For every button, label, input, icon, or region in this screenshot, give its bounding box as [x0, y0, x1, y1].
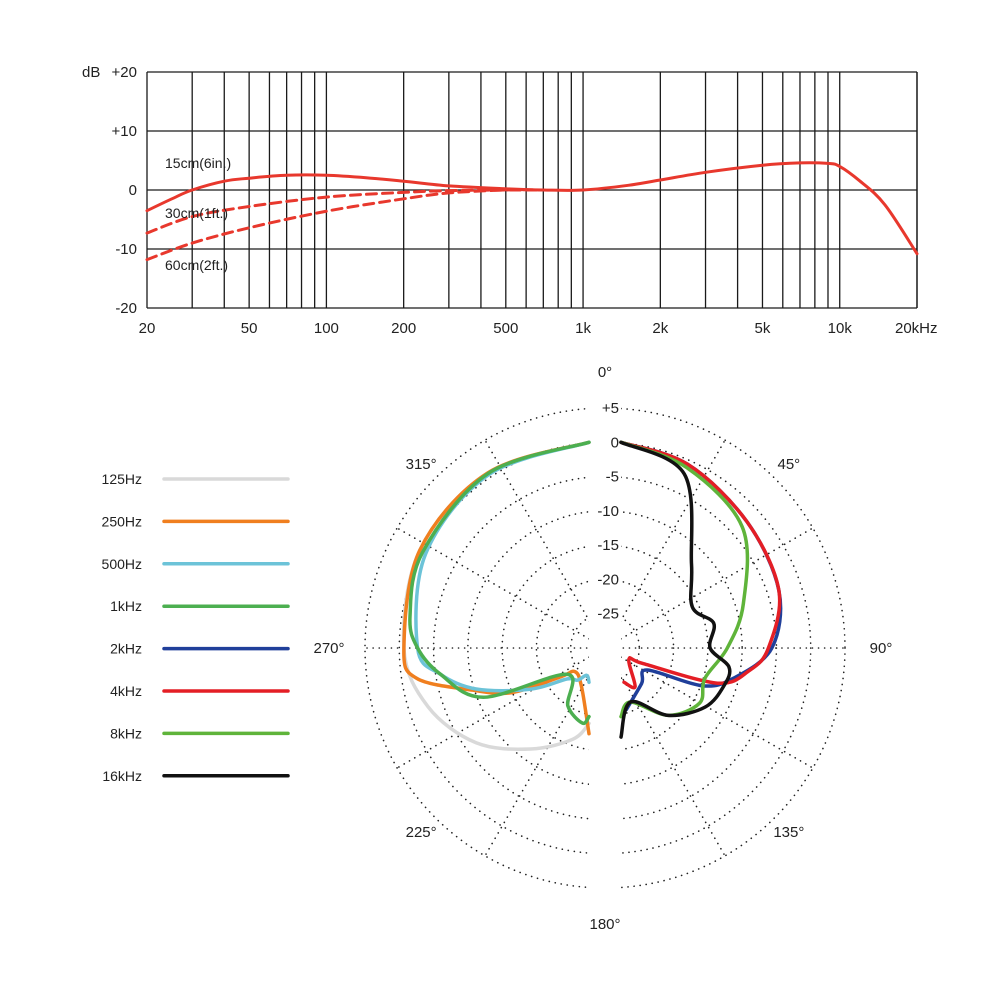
- response-curve-60cm(2ft.): [145, 188, 545, 262]
- angle-label: 90°: [870, 640, 893, 657]
- polar-ring: [569, 612, 641, 684]
- ring-level-label: -10: [597, 503, 619, 520]
- angle-label: 225°: [406, 824, 437, 841]
- ring-level-label: -15: [597, 537, 619, 554]
- series-label: 60cm(2ft.): [165, 257, 228, 273]
- polar-spoke: [604, 647, 726, 857]
- polar-pattern-chart: +5 0 -5 -10 -15 -20 -25 0° 45° 90° 135° 180° 225° 270…: [313, 364, 892, 933]
- scale-gap: [589, 404, 621, 892]
- polar-curve-4kHz: [619, 440, 782, 690]
- y-tick-label: -10: [115, 241, 137, 258]
- legend-label: 125Hz: [102, 471, 142, 487]
- series-label: 15cm(6in.): [165, 155, 231, 171]
- legend-label: 4kHz: [110, 683, 142, 699]
- legend-label: 500Hz: [102, 556, 142, 572]
- x-tick-label: 20: [139, 320, 156, 337]
- x-tick-label: 1k: [575, 320, 591, 337]
- polar-ring: [501, 544, 709, 752]
- angle-label: 45°: [778, 456, 801, 473]
- legend-label: 2kHz: [110, 641, 142, 657]
- angle-label: 0°: [598, 364, 612, 381]
- ring-level-label: -20: [597, 571, 619, 588]
- angle-label: 135°: [773, 824, 804, 841]
- polar-ring: [364, 407, 846, 889]
- x-tick-label: 20kHz: [895, 320, 938, 337]
- response-curve-15cm(6in.): [145, 161, 919, 256]
- polar-spoke: [604, 647, 814, 769]
- legend-label: 250Hz: [102, 513, 142, 529]
- x-tick-label: 5k: [755, 320, 771, 337]
- polar-curve-2kHz: [619, 440, 783, 712]
- angle-label: 270°: [313, 640, 344, 657]
- ring-level-label: 0: [611, 434, 619, 451]
- polar-series: [401, 440, 783, 752]
- x-tick-label: 50: [241, 320, 258, 337]
- frequency-response-series: [145, 161, 919, 262]
- ring-level-label: +5: [602, 400, 619, 417]
- x-tick-label: 100: [314, 320, 339, 337]
- legend-label: 8kHz: [110, 725, 142, 741]
- legend-label: 16kHz: [102, 768, 142, 784]
- polar-curve-250Hz: [402, 440, 591, 736]
- y-tick-label: 0: [129, 182, 137, 199]
- x-tick-label: 200: [391, 320, 416, 337]
- y-tick-label: -20: [115, 300, 137, 317]
- polar-spoke: [484, 439, 606, 649]
- ring-level-label: -5: [606, 469, 619, 486]
- series-label: 30cm(1ft.): [165, 205, 228, 221]
- x-tick-label: 2k: [652, 320, 668, 337]
- angle-label: 180°: [589, 916, 620, 933]
- polar-curve-16kHz: [619, 440, 732, 739]
- polar-spoke: [604, 527, 814, 649]
- x-tick-label: 10k: [828, 320, 853, 337]
- ring-level-label: -25: [597, 606, 619, 623]
- legend-label: 1kHz: [110, 598, 142, 614]
- y-tick-label: +10: [112, 123, 137, 140]
- polar-labels: +5 0 -5 -10 -15 -20 -25 0° 45° 90° 135° 180° 225° 270…: [313, 364, 892, 933]
- y-tick-label: +20: [112, 64, 137, 81]
- x-tick-label: 500: [493, 320, 518, 337]
- polar-grid: [364, 404, 846, 892]
- polar-curve-1kHz: [408, 440, 591, 726]
- y-axis-unit-label: dB: [82, 64, 100, 81]
- angle-label: 315°: [406, 456, 437, 473]
- polar-legend: 125Hz 250Hz 500Hz 1kHz 2kHz 4kHz 8kHz 16kHz: [102, 471, 290, 784]
